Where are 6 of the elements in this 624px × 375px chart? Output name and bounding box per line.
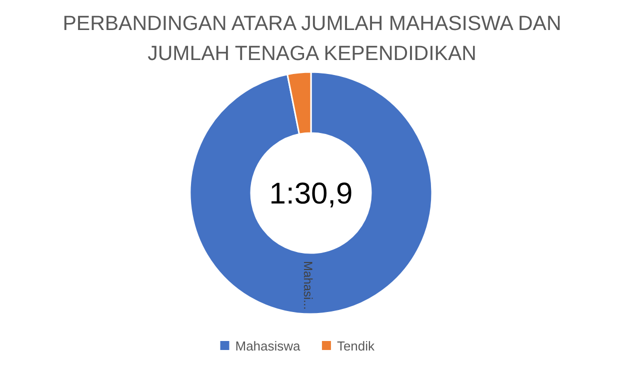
chart-title: PERBANDINGAN ATARA JUMLAH MAHASISWA DAN JUMLAH TENAGA KEPENDIDIKAN: [62, 12, 562, 65]
legend-label: Mahasiswa: [235, 338, 302, 354]
legend-label: Tendik: [336, 338, 376, 354]
text: 1:30,9: [269, 178, 353, 210]
donut-slice: [189, 71, 433, 315]
text: Mahasi...: [300, 261, 315, 310]
